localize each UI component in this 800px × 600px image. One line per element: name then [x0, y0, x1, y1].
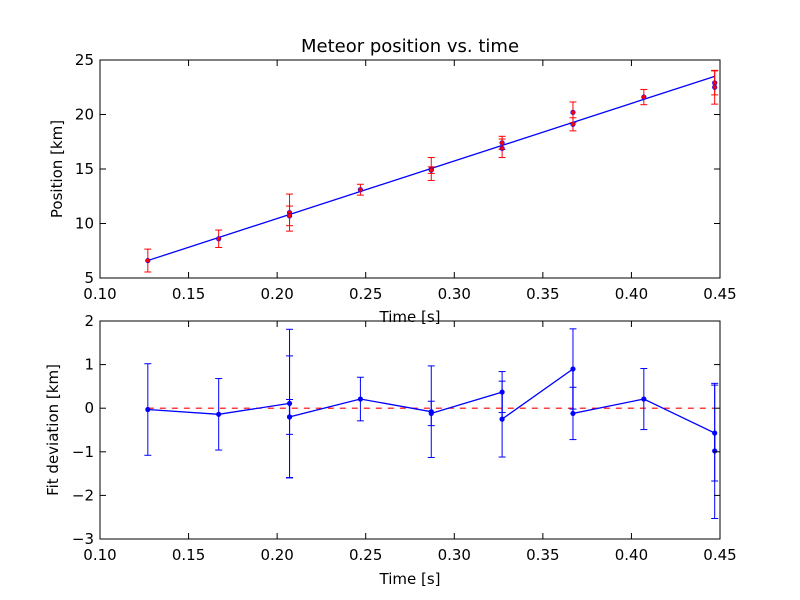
x-tick-label: 0.25: [349, 285, 382, 303]
data-point: [570, 109, 576, 115]
data-point: [145, 406, 151, 413]
data-point: [357, 187, 364, 193]
y-tick-label: 15: [75, 160, 94, 178]
x-tick-label: 0.10: [83, 285, 116, 303]
data-point: [499, 416, 505, 422]
x-tick-label: 0.45: [703, 285, 736, 303]
top-x-axis-label: Time [s]: [379, 308, 441, 326]
position-series: [144, 69, 719, 273]
y-tick-label: −3: [72, 530, 94, 548]
x-tick-label: 0.15: [172, 546, 205, 564]
top-axis-ticks: 0.10 0.15 0.20 0.25 0.30 0.35 0.40 0.45 5 10 15 20 2…: [75, 51, 737, 303]
chart-title: Meteor position vs. time: [301, 36, 519, 57]
top-y-axis-label: Position [km]: [48, 120, 66, 218]
deviation-plot: 0.10 0.15 0.20 0.25 0.30 0.35 0.40 0.45 −3 −2 −1 0 1…: [44, 312, 737, 588]
x-tick-label: 0.40: [615, 285, 648, 303]
data-point: [712, 448, 718, 454]
data-point: [286, 414, 293, 420]
data-point: [641, 94, 647, 100]
deviation-series: [144, 328, 719, 520]
position-plot: Meteor position vs. time 0.10 0.15 0.20 0.2…: [48, 36, 737, 326]
y-tick-label: 10: [75, 215, 94, 233]
y-tick-label: 2: [84, 312, 94, 330]
x-tick-label: 0.45: [703, 546, 736, 564]
y-tick-label: −1: [72, 443, 94, 461]
data-point: [428, 410, 434, 417]
data-point: [712, 84, 718, 90]
y-tick-label: −2: [72, 486, 94, 504]
y-tick-label: 25: [75, 51, 94, 69]
bottom-plot-frame: [99, 320, 721, 540]
data-point: [286, 213, 293, 219]
x-tick-label: 0.10: [83, 546, 116, 564]
data-point: [145, 257, 151, 264]
data-point: [570, 121, 576, 127]
data-point: [570, 366, 576, 372]
x-tick-label: 0.25: [349, 546, 382, 564]
y-tick-label: 1: [84, 356, 94, 374]
data-point: [216, 411, 222, 417]
y-tick-label: 5: [84, 269, 94, 287]
x-tick-label: 0.40: [615, 546, 648, 564]
data-point: [357, 396, 364, 402]
data-point: [641, 396, 647, 402]
x-tick-label: 0.35: [526, 546, 559, 564]
bottom-y-axis-label: Fit deviation [km]: [44, 364, 62, 496]
x-tick-label: 0.30: [438, 546, 471, 564]
data-point: [499, 145, 505, 151]
data-point: [216, 236, 222, 242]
data-point: [570, 410, 576, 417]
y-tick-label: 20: [75, 106, 94, 124]
x-tick-label: 0.15: [172, 285, 205, 303]
data-point: [428, 167, 434, 173]
y-tick-label: 0: [84, 399, 94, 417]
x-tick-label: 0.35: [526, 285, 559, 303]
x-tick-label: 0.20: [260, 546, 293, 564]
bottom-x-axis-label: Time [s]: [379, 570, 441, 588]
x-tick-label: 0.30: [438, 285, 471, 303]
x-tick-label: 0.20: [260, 285, 293, 303]
bottom-axis-ticks: 0.10 0.15 0.20 0.25 0.30 0.35 0.40 0.45 −3 −2 −1 0 1…: [72, 312, 737, 564]
